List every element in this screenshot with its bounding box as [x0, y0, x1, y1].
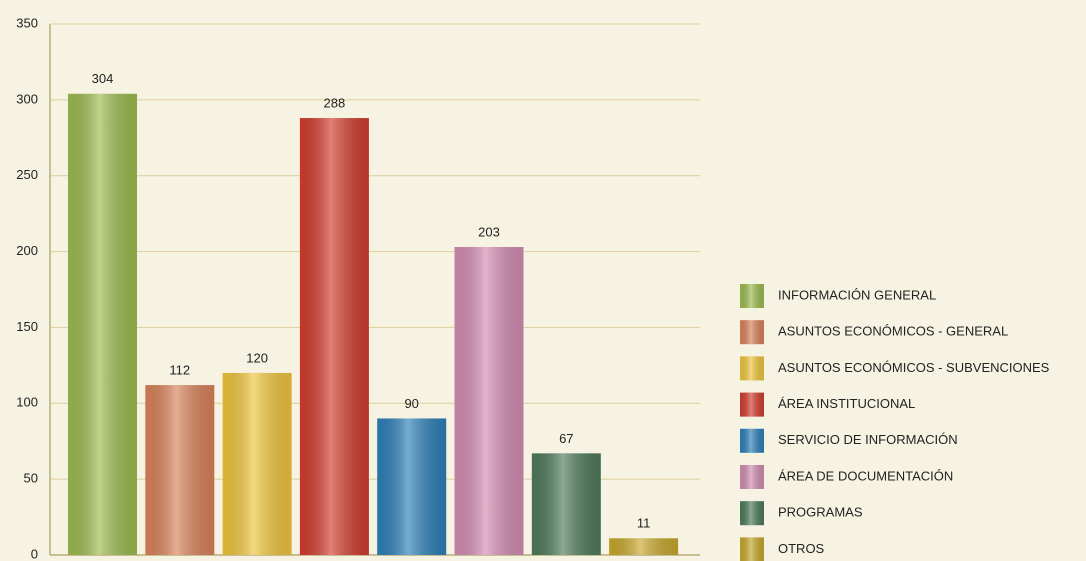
y-tick-label: 0: [31, 546, 38, 561]
legend-label: ÁREA INSTITUCIONAL: [778, 396, 915, 411]
data-label: 112: [169, 363, 190, 378]
data-label: 11: [637, 516, 651, 531]
bar: [609, 538, 679, 555]
legend-label: SERVICIO DE INFORMACIÓN: [778, 432, 958, 447]
legend-label: ÁREA DE DOCUMENTACIÓN: [778, 468, 953, 483]
data-label: 120: [246, 350, 268, 365]
legend-swatch-shine: [740, 284, 764, 308]
legend-swatch-shine: [740, 465, 764, 489]
data-label: 304: [92, 71, 114, 86]
legend-swatch-shine: [740, 428, 764, 453]
y-tick-label: 200: [16, 243, 38, 258]
bar: [454, 247, 524, 555]
y-tick-label: 100: [16, 395, 38, 410]
legend-label: PROGRAMAS: [778, 505, 863, 520]
y-tick-label: 50: [24, 471, 38, 486]
bar: [299, 118, 369, 555]
legend: INFORMACIÓN GENERAL ASUNTOS ECONÓMICOS - …: [740, 284, 1050, 561]
legend-swatch-shine: [740, 320, 764, 345]
legend-swatch-shine: [740, 537, 764, 561]
bar: [68, 93, 137, 555]
data-label: 90: [404, 396, 418, 411]
bar: [145, 385, 215, 555]
data-label: 203: [478, 224, 500, 239]
legend-label: ASUNTOS ECONÓMICOS - GENERAL: [778, 324, 1008, 339]
legend-label: INFORMACIÓN GENERAL: [778, 287, 936, 302]
legend-swatch-shine: [740, 501, 764, 526]
data-label: 67: [559, 431, 573, 446]
bar: [531, 453, 601, 555]
y-tick-label: 300: [16, 91, 38, 106]
bar: [377, 418, 447, 555]
data-label: 288: [324, 96, 346, 111]
y-tick-label: 150: [16, 319, 38, 334]
legend-swatch-shine: [740, 392, 764, 417]
y-tick-label: 350: [16, 15, 38, 30]
legend-label: ASUNTOS ECONÓMICOS - SUBVENCIONES: [778, 360, 1050, 375]
bars: 304 112 120 288 90 203 67 11: [68, 71, 679, 555]
legend-label: OTROS: [778, 541, 825, 556]
bar: [222, 372, 292, 555]
legend-swatch-shine: [740, 356, 764, 381]
y-tick-label: 250: [16, 167, 38, 182]
